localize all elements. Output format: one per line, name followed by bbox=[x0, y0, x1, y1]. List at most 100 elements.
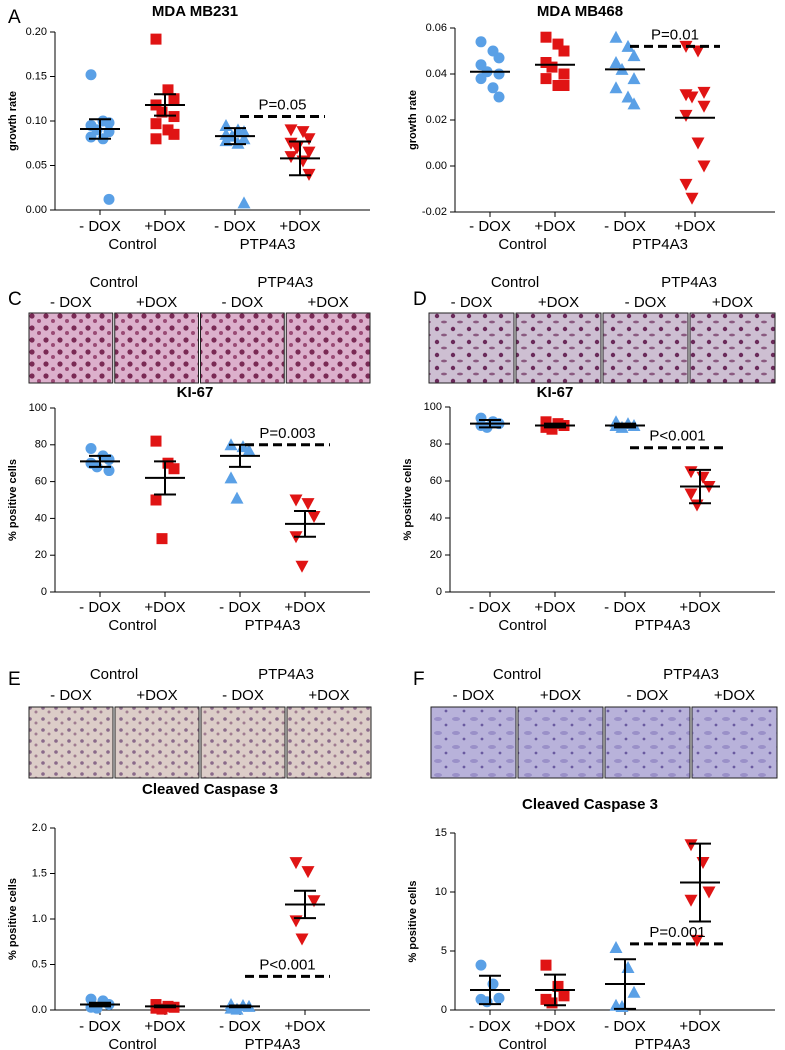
data-point bbox=[307, 511, 321, 524]
data-point bbox=[150, 133, 162, 145]
x-tick-label: +DOX bbox=[679, 1018, 720, 1035]
data-point bbox=[684, 488, 698, 501]
panel-letter: F bbox=[413, 669, 425, 690]
data-point bbox=[690, 934, 704, 947]
micrograph-group: Control bbox=[493, 666, 541, 683]
data-point bbox=[301, 866, 315, 879]
x-tick-label: - DOX bbox=[469, 218, 511, 235]
data-point bbox=[621, 961, 635, 974]
x-tick-label: - DOX bbox=[469, 599, 511, 616]
micrograph bbox=[691, 706, 778, 779]
data-point bbox=[150, 33, 162, 45]
data-point bbox=[231, 136, 245, 149]
p-value: P=0.001 bbox=[649, 924, 705, 941]
data-point bbox=[296, 126, 310, 139]
x-tick-label: - DOX bbox=[604, 218, 646, 235]
chart-title: MDA MB231 bbox=[152, 3, 238, 20]
micrograph-label: +DOX bbox=[136, 294, 177, 311]
micrograph-group: PTP4A3 bbox=[663, 666, 719, 683]
micrograph-label: +DOX bbox=[307, 294, 348, 311]
data-point bbox=[162, 124, 174, 136]
data-point bbox=[85, 131, 97, 143]
x-tick-label: - DOX bbox=[219, 599, 261, 616]
x-tick-label: +DOX bbox=[534, 599, 575, 616]
data-point bbox=[493, 68, 505, 80]
data-point bbox=[546, 423, 558, 435]
data-point bbox=[493, 992, 505, 1004]
y-axis-label: % positive cells bbox=[7, 459, 19, 541]
data-point bbox=[296, 155, 310, 168]
data-point bbox=[237, 125, 251, 138]
chart-title: KI-67 bbox=[177, 384, 214, 401]
data-point bbox=[621, 39, 635, 52]
y-tick-label: 0 bbox=[436, 586, 442, 598]
micrograph bbox=[28, 706, 114, 779]
micrograph bbox=[200, 706, 286, 779]
y-tick-label: 100 bbox=[29, 402, 47, 414]
data-point bbox=[627, 49, 641, 62]
micrograph bbox=[114, 312, 199, 384]
data-point bbox=[540, 959, 552, 971]
micrograph-label: - DOX bbox=[627, 687, 669, 704]
x-tick-label: - DOX bbox=[219, 1018, 261, 1035]
micrograph bbox=[517, 706, 604, 779]
x-tick-label: - DOX bbox=[214, 218, 256, 235]
group-label: PTP4A3 bbox=[635, 1036, 691, 1050]
chart-title: Cleaved Caspase 3 bbox=[522, 796, 658, 813]
data-point bbox=[289, 857, 303, 870]
data-point bbox=[558, 45, 570, 57]
data-point bbox=[302, 133, 316, 146]
y-axis-label: % positive cells bbox=[407, 881, 419, 963]
micrograph-label: +DOX bbox=[712, 294, 753, 311]
data-point bbox=[621, 90, 635, 103]
y-tick-label: 0.15 bbox=[26, 70, 47, 82]
x-tick-label: +DOX bbox=[144, 218, 185, 235]
data-point bbox=[546, 61, 558, 73]
data-point bbox=[697, 160, 711, 173]
group-label: Control bbox=[498, 617, 546, 634]
y-tick-label: 0.10 bbox=[26, 115, 47, 127]
x-tick-label: +DOX bbox=[284, 1018, 325, 1035]
y-tick-label: 15 bbox=[435, 827, 447, 839]
data-point bbox=[697, 86, 711, 99]
data-point bbox=[540, 57, 552, 68]
y-tick-label: -0.02 bbox=[422, 206, 447, 218]
y-tick-label: 0.02 bbox=[426, 114, 447, 126]
data-point bbox=[156, 533, 168, 545]
data-point bbox=[85, 442, 97, 454]
group-label: Control bbox=[108, 617, 156, 634]
data-point bbox=[540, 993, 552, 1005]
data-point bbox=[162, 84, 174, 96]
micrograph-group: Control bbox=[90, 666, 138, 683]
micrograph bbox=[515, 312, 602, 384]
micrograph-label: - DOX bbox=[50, 294, 92, 311]
data-point bbox=[609, 56, 623, 68]
group-label: PTP4A3 bbox=[245, 1036, 301, 1050]
data-point bbox=[702, 886, 716, 899]
data-point bbox=[168, 128, 180, 140]
data-point bbox=[546, 997, 558, 1009]
x-tick-label: - DOX bbox=[79, 599, 121, 616]
chart-title: KI-67 bbox=[537, 384, 574, 401]
data-point bbox=[627, 985, 641, 998]
data-point bbox=[679, 109, 693, 122]
chart-title: MDA MB468 bbox=[537, 3, 623, 20]
micrograph-group: Control bbox=[491, 274, 539, 291]
micrograph bbox=[200, 312, 285, 384]
data-point bbox=[295, 560, 309, 573]
y-tick-label: 20 bbox=[430, 549, 442, 561]
micrograph bbox=[114, 706, 200, 779]
y-axis-label: % positive cells bbox=[7, 878, 19, 960]
y-tick-label: 0.05 bbox=[26, 159, 47, 171]
x-tick-label: +DOX bbox=[284, 599, 325, 616]
data-point bbox=[679, 178, 693, 191]
data-point bbox=[690, 499, 704, 512]
data-point bbox=[289, 494, 303, 507]
data-point bbox=[684, 839, 698, 852]
data-point bbox=[237, 196, 251, 209]
data-point bbox=[219, 134, 233, 147]
data-point bbox=[627, 72, 641, 85]
data-point bbox=[295, 933, 309, 946]
data-point bbox=[230, 491, 244, 504]
micrograph-group: Control bbox=[90, 274, 138, 291]
